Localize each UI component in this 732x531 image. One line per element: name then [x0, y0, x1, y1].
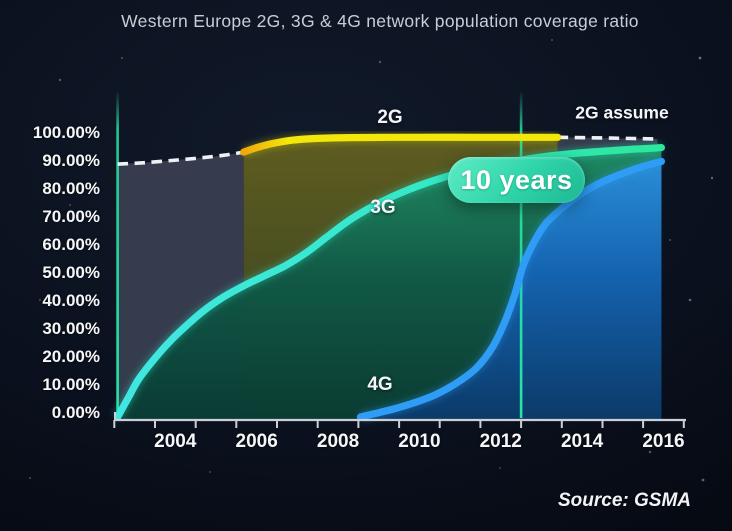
y-axis-label: 50.00%	[42, 263, 100, 282]
x-axis-label: 2008	[316, 431, 360, 452]
series-label-4g: 4G	[367, 374, 393, 395]
y-axis-label: 10.00%	[42, 375, 100, 394]
x-axis-label: 2016	[642, 431, 685, 452]
ten-years-badge: 10 years	[448, 157, 585, 203]
y-axis-label: 30.00%	[42, 319, 100, 338]
source-credit: Source: GSMA	[557, 490, 691, 511]
series-label-3g: 3G	[370, 197, 396, 218]
x-axis-label: 2010	[398, 431, 441, 452]
y-axis-label: 100.00%	[32, 123, 100, 142]
x-axis-label: 2014	[560, 431, 604, 452]
y-axis-label: 70.00%	[42, 207, 100, 226]
y-axis-label: 20.00%	[42, 347, 100, 366]
series-label-2g-assume: 2G assume	[575, 102, 669, 123]
y-axis-label: 40.00%	[42, 291, 100, 310]
y-axis-label: 80.00%	[42, 179, 100, 198]
y-axis-label: 60.00%	[42, 235, 100, 254]
y-axis-label: 90.00%	[42, 151, 100, 170]
x-axis-label: 2006	[235, 431, 278, 452]
series-label-2g: 2G	[377, 107, 403, 128]
chart-title: Western Europe 2G, 3G & 4G network popul…	[121, 11, 639, 31]
x-axis-label: 2004	[154, 431, 197, 452]
y-axis-label: 0.00%	[51, 403, 100, 422]
x-axis-label: 2012	[479, 431, 522, 452]
